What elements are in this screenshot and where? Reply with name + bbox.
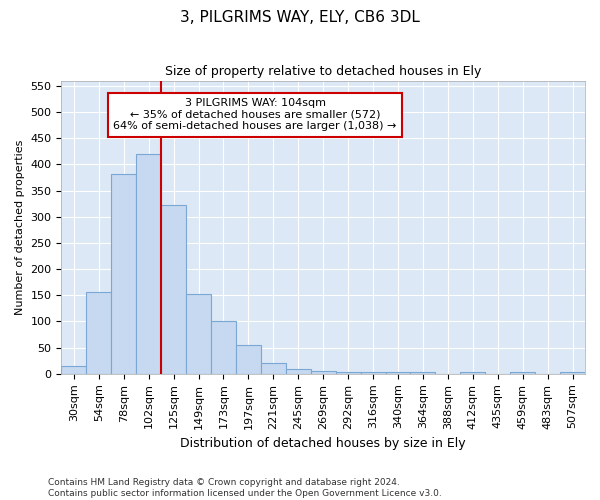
Bar	[386, 372, 410, 374]
Bar	[161, 204, 186, 374]
Text: 3, PILGRIMS WAY, ELY, CB6 3DL: 3, PILGRIMS WAY, ELY, CB6 3DL	[180, 10, 420, 25]
Bar	[410, 372, 436, 374]
Bar	[361, 372, 386, 374]
Bar	[86, 292, 111, 374]
X-axis label: Distribution of detached houses by size in Ely: Distribution of detached houses by size …	[181, 437, 466, 450]
Bar	[236, 345, 261, 374]
Bar	[460, 372, 485, 374]
Bar	[111, 174, 136, 374]
Text: Contains HM Land Registry data © Crown copyright and database right 2024.
Contai: Contains HM Land Registry data © Crown c…	[48, 478, 442, 498]
Bar	[261, 364, 286, 374]
Bar	[311, 371, 335, 374]
Bar	[186, 294, 211, 374]
Y-axis label: Number of detached properties: Number of detached properties	[15, 140, 25, 315]
Bar	[211, 322, 236, 374]
Bar	[560, 372, 585, 374]
Bar	[136, 154, 161, 374]
Bar	[510, 372, 535, 374]
Title: Size of property relative to detached houses in Ely: Size of property relative to detached ho…	[165, 65, 481, 78]
Bar	[61, 366, 86, 374]
Bar	[286, 368, 311, 374]
Bar	[335, 372, 361, 374]
Text: 3 PILGRIMS WAY: 104sqm
← 35% of detached houses are smaller (572)
64% of semi-de: 3 PILGRIMS WAY: 104sqm ← 35% of detached…	[113, 98, 397, 132]
